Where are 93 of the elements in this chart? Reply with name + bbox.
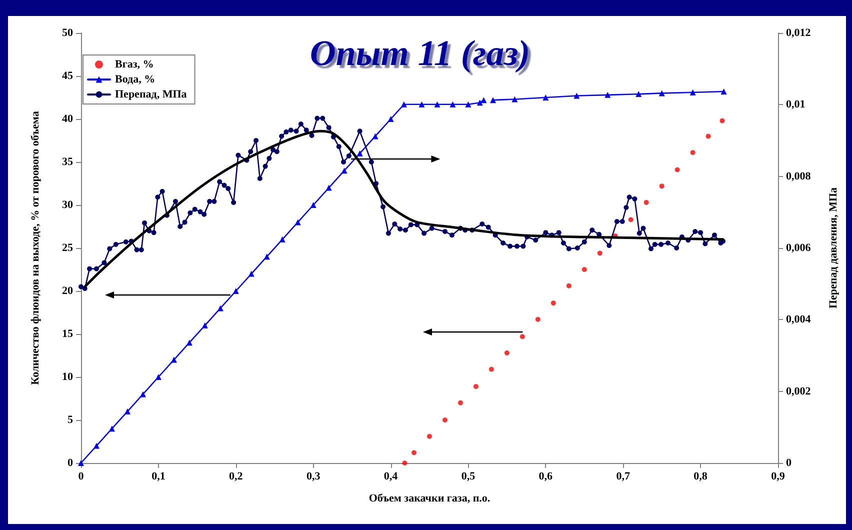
point (658, 90, 665, 96)
point (488, 366, 494, 372)
chart-title: Опыт 11 (газ) (310, 33, 530, 73)
y2-tick-label: 0,01 (786, 98, 806, 111)
y-tick-label: 35 (62, 156, 74, 168)
point (720, 118, 725, 124)
point (124, 408, 130, 414)
point (326, 184, 332, 191)
y-tick-label: 5 (68, 414, 74, 426)
point (550, 300, 556, 306)
x-axis-title: Объем закачки газа, п.о. (368, 492, 490, 504)
point (690, 150, 696, 156)
point (427, 434, 432, 439)
point (402, 460, 408, 466)
point (465, 101, 472, 108)
point (442, 418, 448, 422)
point (372, 133, 378, 140)
point (170, 356, 177, 363)
x-tick-label: 0,3 (306, 470, 321, 482)
point (294, 219, 301, 226)
y-tick-label: 0 (68, 457, 74, 469)
point (140, 391, 146, 398)
point (566, 283, 572, 288)
point (636, 91, 642, 98)
point (490, 97, 496, 104)
point (418, 101, 425, 108)
y-tick-label: 50 (62, 27, 74, 39)
point (186, 340, 192, 346)
y2-tick-label: 0 (786, 457, 792, 469)
point (659, 184, 664, 189)
point (574, 92, 580, 99)
y2-tick-label: 0,004 (786, 314, 812, 326)
point (644, 200, 649, 205)
y2-tick-label: 0,002 (786, 385, 812, 398)
y-tick-label: 30 (62, 199, 74, 211)
point (706, 134, 711, 139)
x-tick-label: 0,1 (152, 470, 166, 482)
point (512, 96, 518, 102)
point (279, 236, 286, 242)
point (217, 305, 224, 312)
point (388, 116, 394, 122)
legend-label: Перепад, МПа (115, 88, 188, 100)
point (412, 450, 417, 456)
y2-axis-title: Перепад давления, МПа (828, 186, 840, 309)
point (628, 217, 634, 222)
point (473, 384, 478, 389)
point (720, 88, 727, 94)
point (341, 168, 348, 174)
point (458, 400, 463, 406)
point (232, 288, 239, 294)
point (310, 202, 316, 208)
x-tick-label: 0,2 (229, 470, 244, 482)
y-tick-label: 40 (62, 113, 74, 125)
point (155, 374, 162, 380)
x-tick-label: 0,9 (771, 470, 786, 482)
point (356, 150, 363, 156)
point (582, 267, 587, 272)
point (597, 250, 602, 256)
point (248, 270, 254, 277)
point (400, 101, 407, 108)
y2-tick-label: 0,006 (786, 242, 812, 254)
point (520, 334, 525, 340)
point (202, 322, 208, 328)
point (535, 316, 540, 322)
point (93, 442, 100, 449)
point (78, 460, 84, 466)
point (434, 101, 440, 108)
y-tick-label: 20 (62, 285, 74, 297)
y-tick-label: 10 (62, 371, 74, 383)
y2-tick-label: 0,008 (786, 170, 812, 182)
x-tick-label: 0 (78, 470, 84, 482)
y-axis-title: Количество флюидов на выходе, % от порового объема (30, 110, 42, 385)
x-tick-label: 0,7 (616, 470, 630, 482)
point (542, 94, 549, 100)
x-tick-label: 0,5 (461, 470, 476, 482)
y-tick-label: 25 (62, 242, 74, 254)
point (264, 254, 270, 260)
point (690, 89, 696, 96)
x-tick-label: 0,4 (384, 470, 398, 482)
y2-tick-label: 0,012 (786, 27, 812, 39)
point (504, 350, 510, 356)
x-tick-label: 0,6 (538, 470, 554, 482)
point (450, 101, 456, 108)
point (604, 92, 611, 98)
legend-label: Вгаз, % (115, 58, 154, 70)
point (674, 167, 680, 172)
point (108, 426, 115, 432)
legend-label: Вода, % (115, 74, 156, 86)
y-tick-label: 45 (62, 70, 74, 82)
x-tick-label: 0,8 (694, 470, 708, 482)
point (480, 97, 487, 104)
point (476, 100, 483, 106)
y-tick-label: 15 (62, 328, 74, 340)
